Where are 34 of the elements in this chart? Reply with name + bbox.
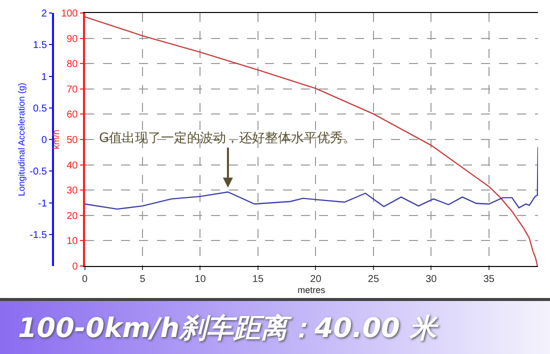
y2-tick-label: 0 — [41, 135, 48, 146]
y-tick-label: 80 — [66, 59, 78, 70]
y-tick-label: 70 — [66, 84, 78, 96]
line-series — [84, 146, 538, 210]
y2-tick-label: -1 — [38, 198, 48, 210]
x-axis-title: metres — [298, 285, 326, 295]
annotation: G值出现了一定的波动，还好整体水平优秀。 — [99, 131, 356, 146]
x-tick-label: 0 — [82, 274, 88, 285]
y-tick-label: 60 — [66, 110, 78, 121]
y2-tick-label: -0.5 — [30, 166, 48, 178]
y-tick-label: 40 — [66, 160, 78, 172]
y-axis-title: km/h — [50, 130, 61, 150]
y2-tick-label: 0.5 — [32, 103, 48, 114]
x-tick-label: 15 — [252, 274, 264, 285]
text: 100-0km/h刹车距离：40.00 米 — [18, 312, 436, 346]
x-tick-label: 25 — [368, 274, 380, 285]
y-tick-label: 0 — [72, 262, 78, 272]
y-tick-label: 20 — [66, 210, 78, 222]
y2-tick-label: 2 — [41, 8, 48, 20]
y-tick-label: 100 — [61, 8, 78, 20]
x-tick-label: 20 — [310, 274, 322, 285]
x-tick-label: 5 — [140, 274, 146, 285]
y2-tick-label: -1.5 — [30, 230, 48, 241]
y-tick-label: 10 — [66, 236, 78, 248]
y2-axis-title: Longitudinal Acceleration (g) — [16, 82, 27, 196]
x-tick-label: 35 — [483, 274, 495, 285]
y-tick-label: 30 — [66, 186, 78, 197]
x-tick-label: 10 — [194, 274, 206, 285]
y-tick-label: 50 — [66, 135, 78, 146]
line-series — [84, 16, 538, 266]
y2-tick-label: 1.5 — [32, 40, 48, 52]
y-tick-label: 90 — [66, 34, 78, 45]
y2-tick-label: 1 — [41, 72, 48, 83]
x-tick-label: 30 — [426, 274, 438, 285]
